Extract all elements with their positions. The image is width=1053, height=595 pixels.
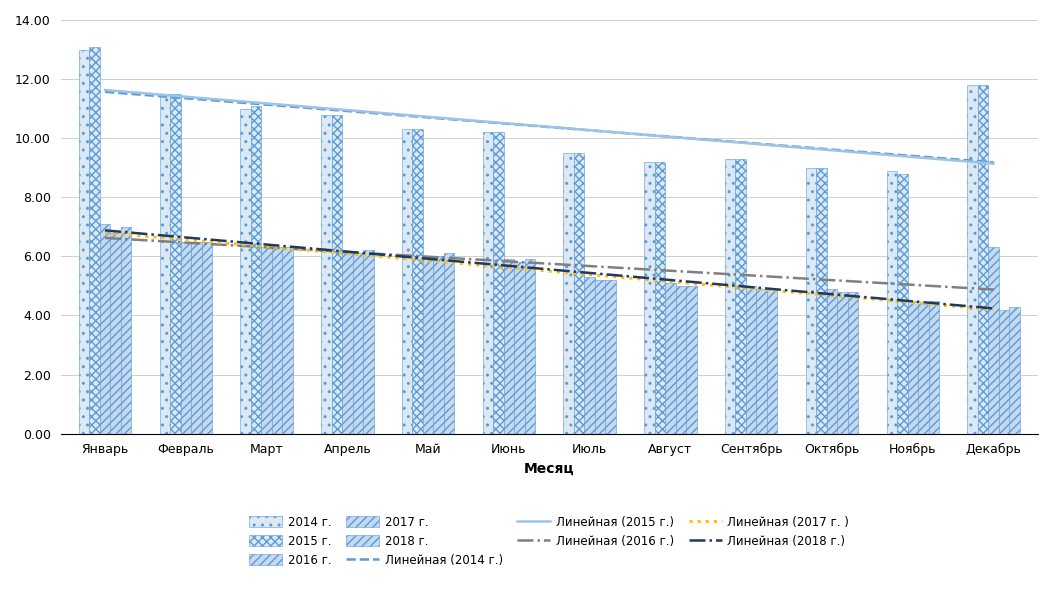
X-axis label: Месяц: Месяц — [524, 462, 575, 476]
Bar — [989, 248, 999, 434]
Bar — [332, 114, 342, 434]
Bar — [574, 153, 584, 434]
Bar — [111, 233, 121, 434]
Bar — [767, 289, 777, 434]
Bar — [180, 242, 191, 434]
Bar — [272, 248, 282, 434]
Bar — [665, 283, 676, 434]
Bar — [816, 168, 827, 434]
Bar — [353, 253, 363, 434]
Bar — [79, 49, 90, 434]
Bar — [756, 289, 767, 434]
Bar — [170, 94, 180, 434]
Bar — [908, 300, 918, 434]
Bar — [563, 153, 574, 434]
Bar — [100, 224, 111, 434]
Bar — [261, 248, 272, 434]
Bar — [282, 248, 293, 434]
Bar — [191, 242, 201, 434]
Bar — [724, 159, 735, 434]
Bar — [201, 242, 212, 434]
Bar — [676, 286, 687, 434]
Bar — [524, 259, 535, 434]
Bar — [655, 162, 665, 434]
Bar — [121, 227, 132, 434]
Bar — [251, 106, 261, 434]
Bar — [848, 292, 858, 434]
Bar — [482, 132, 493, 434]
Bar — [827, 289, 837, 434]
Bar — [444, 253, 455, 434]
Bar — [978, 85, 989, 434]
Bar — [584, 277, 595, 434]
Bar — [746, 286, 756, 434]
Bar — [90, 46, 100, 434]
Bar — [363, 250, 374, 434]
Bar — [735, 159, 746, 434]
Bar — [413, 129, 423, 434]
Bar — [644, 162, 655, 434]
Bar — [503, 259, 514, 434]
Bar — [514, 262, 524, 434]
Bar — [605, 280, 616, 434]
Bar — [402, 129, 413, 434]
Bar — [321, 114, 332, 434]
Bar — [240, 109, 251, 434]
Bar — [687, 286, 697, 434]
Bar — [897, 174, 908, 434]
Bar — [999, 309, 1010, 434]
Bar — [595, 280, 605, 434]
Bar — [423, 256, 434, 434]
Bar — [887, 171, 897, 434]
Bar — [929, 300, 939, 434]
Bar — [968, 85, 978, 434]
Bar — [434, 256, 444, 434]
Bar — [837, 292, 848, 434]
Bar — [342, 253, 353, 434]
Bar — [918, 303, 929, 434]
Bar — [806, 168, 816, 434]
Legend: 2014 г., 2015 г., 2016 г., 2017 г., 2018 г., Линейная (2014 г.), Линейная (2015 : 2014 г., 2015 г., 2016 г., 2017 г., 2018… — [243, 510, 855, 572]
Bar — [1010, 306, 1019, 434]
Bar — [160, 94, 170, 434]
Bar — [493, 132, 503, 434]
